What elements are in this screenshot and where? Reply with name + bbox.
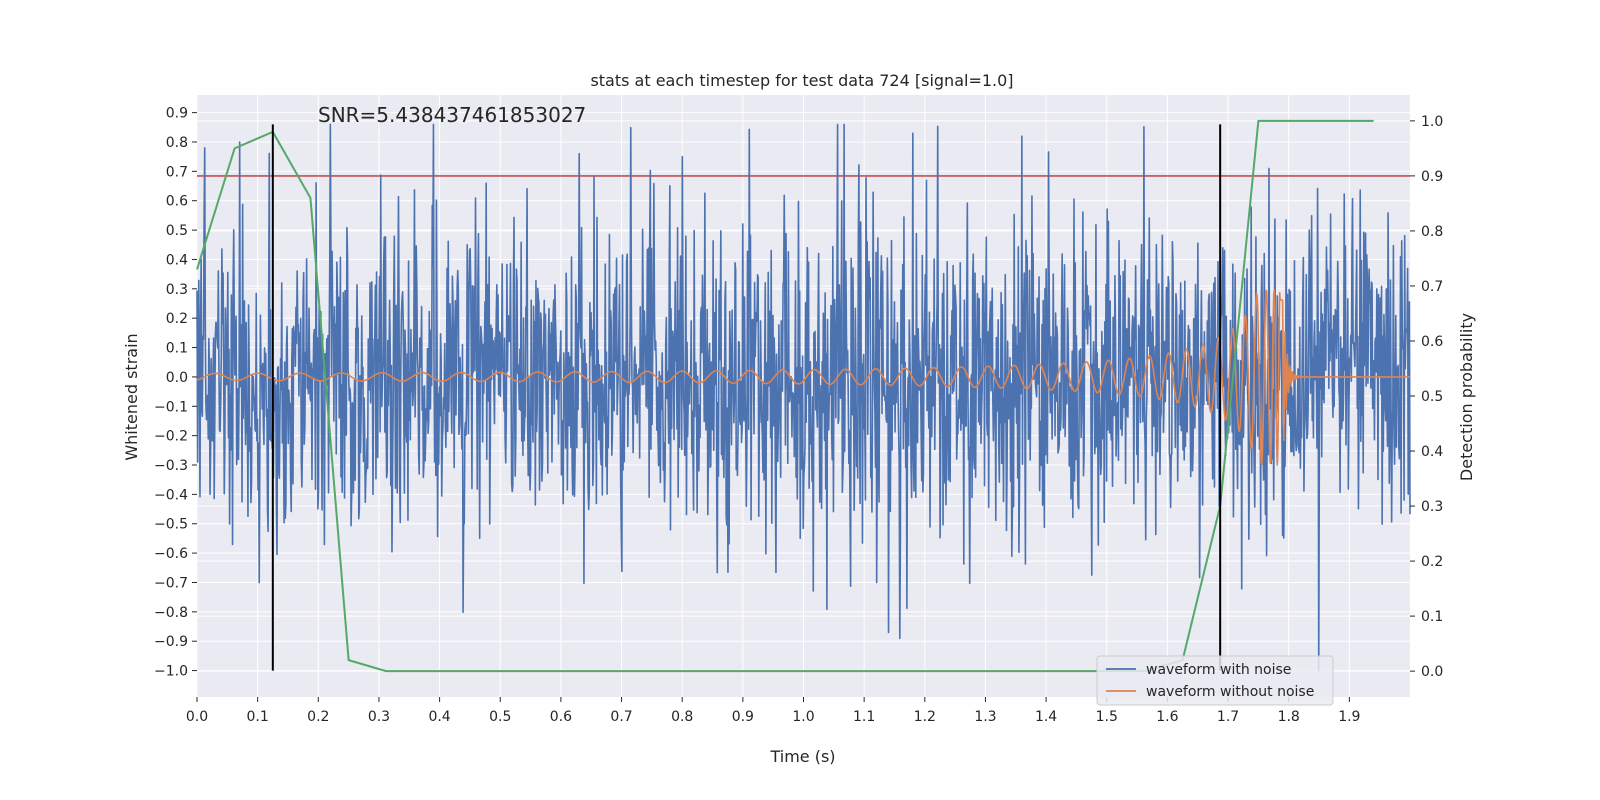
y-tick-label: −0.5 [154, 517, 188, 533]
x-tick-label: 0.7 [610, 709, 632, 725]
snr-annotation: SNR=5.438437461853027 [318, 103, 586, 127]
x-tick-label: 0.1 [247, 709, 269, 725]
y2-tick-label: 0.6 [1421, 334, 1443, 350]
y-tick-label: −0.3 [154, 458, 188, 474]
legend-box [1096, 655, 1334, 706]
y2-tick-label: 0.7 [1421, 279, 1443, 295]
y-tick-label: 0.6 [166, 194, 188, 210]
x-tick-label: 0.0 [186, 709, 208, 725]
x-tick-label: 0.3 [368, 709, 390, 725]
y2-tick-label: 0.9 [1421, 169, 1443, 185]
y2-tick-label: 0.5 [1421, 389, 1443, 405]
x-axis-ticks: 0.0 0.1 0.2 0.3 0.4 0.5 0.6 0.7 0.8 0.9 1.0 1.1 1.2 1… [186, 697, 1360, 725]
y-tick-label: 0.9 [166, 106, 188, 122]
y2-tick-label: 0.8 [1421, 224, 1443, 240]
y-tick-label: 0.7 [166, 164, 188, 180]
y-axis-ticks: 0.9 0.8 0.7 0.6 0.5 0.4 0.3 0.2 0.1 0.0 −0.1 −0.2 −0… [154, 106, 197, 680]
y-tick-label: −0.7 [154, 575, 188, 591]
x-tick-label: 1.0 [792, 709, 814, 725]
legend-label-noise: waveform with noise [1146, 662, 1291, 678]
y2-tick-label: 0.0 [1421, 664, 1443, 680]
y2-tick-label: 0.2 [1421, 554, 1443, 570]
x-tick-label: 0.9 [732, 709, 754, 725]
y-tick-label: −0.4 [154, 487, 188, 503]
x-tick-label: 0.2 [307, 709, 329, 725]
y-tick-label: −0.1 [154, 399, 188, 415]
y-tick-label: −0.2 [154, 429, 188, 445]
x-tick-label: 1.5 [1096, 709, 1118, 725]
x-tick-label: 1.8 [1278, 709, 1300, 725]
x-tick-label: 0.6 [550, 709, 572, 725]
x-tick-label: 0.4 [428, 709, 450, 725]
y2-tick-label: 0.3 [1421, 499, 1443, 515]
legend-label-clean: waveform without noise [1146, 684, 1314, 700]
y-axis-label: Whitened strain [122, 333, 141, 460]
y-tick-label: −0.6 [154, 546, 188, 562]
x-axis-label: Time (s) [769, 747, 835, 766]
y-tick-label: 0.0 [166, 370, 188, 386]
x-tick-label: 1.2 [914, 709, 936, 725]
y2-tick-label: 1.0 [1421, 114, 1443, 130]
y-tick-label: 0.1 [166, 341, 188, 357]
x-tick-label: 0.8 [671, 709, 693, 725]
y-tick-label: 0.4 [166, 252, 188, 268]
y2-axis-ticks: 1.0 0.9 0.8 0.7 0.6 0.5 0.4 0.3 0.2 0.1 0.0 [1410, 114, 1443, 680]
y-tick-label: 0.5 [166, 223, 188, 239]
x-tick-label: 1.7 [1217, 709, 1239, 725]
x-tick-label: 1.1 [853, 709, 875, 725]
y-tick-label: 0.3 [166, 282, 188, 298]
x-tick-label: 1.6 [1156, 709, 1178, 725]
vertical-markers [271, 124, 1222, 671]
y-tick-label: 0.2 [166, 311, 188, 327]
y-tick-label: −1.0 [154, 664, 188, 680]
legend: waveform with noise waveform without noi… [1096, 655, 1334, 706]
x-tick-label: 1.3 [974, 709, 996, 725]
y2-axis-label: Detection probability [1457, 313, 1476, 481]
y2-tick-label: 0.1 [1421, 609, 1443, 625]
x-tick-label: 1.4 [1035, 709, 1057, 725]
chart-title: stats at each timestep for test data 724… [590, 71, 1013, 90]
x-tick-label: 1.9 [1338, 709, 1360, 725]
y2-tick-label: 0.4 [1421, 444, 1443, 460]
series-waveform-without-noise [196, 289, 1411, 466]
y-tick-label: −0.8 [154, 605, 188, 621]
y-tick-label: −0.9 [154, 634, 188, 650]
x-tick-label: 0.5 [489, 709, 511, 725]
y-tick-label: 0.8 [166, 135, 188, 151]
